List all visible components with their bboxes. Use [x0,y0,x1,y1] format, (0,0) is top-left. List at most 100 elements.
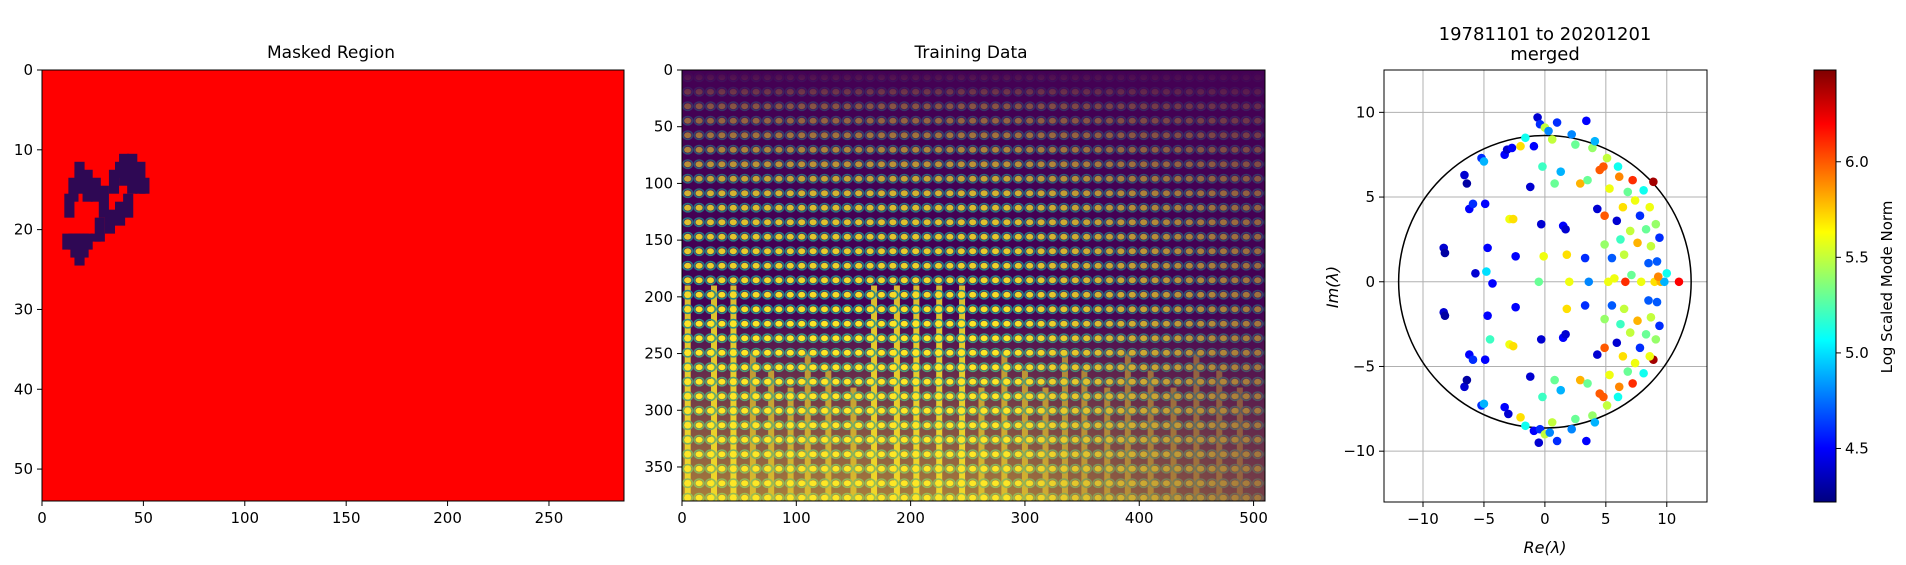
eigenvalue-point [1599,392,1608,402]
eigenvalue-point [1607,301,1617,310]
eigenvalue-point [1639,185,1648,195]
eigenvalue-point [1562,250,1572,259]
eigenvalue-point [1651,219,1661,229]
x-tick-label: 100 [230,509,259,527]
mask-cell [68,177,79,202]
eigenvalue-point [1610,274,1619,283]
eigenvalue-point [1550,179,1559,188]
scatter-frame [1383,69,1708,503]
mask-layer [62,153,150,266]
eigenvalue-point [1582,436,1591,446]
eigenvalue-point [1644,258,1653,268]
eigenvalue-point [1539,252,1548,261]
eigenvalue-point [1460,170,1469,180]
eigenvalue-point [1545,428,1555,437]
eigenvalue-point [1652,297,1662,307]
eigenvalue-point [1593,350,1602,359]
scatter-title: 19781101 to 20201201 [1439,24,1652,45]
eigenvalue-point [1567,130,1577,139]
eigenvalue-point [1646,313,1656,322]
mask-cell [62,233,73,250]
scatter-points [1439,113,1684,448]
eigenvalue-point [1628,175,1637,185]
y-tick-label: −10 [1343,442,1375,460]
y-tick-label: 50 [654,118,673,136]
eigenvalue-point [1612,216,1622,226]
eigenvalue-point [1612,338,1622,348]
y-tick-label: 0 [663,61,673,79]
eigenvalue-point [1504,409,1513,419]
eigenvalue-point [1488,279,1497,288]
eigenvalue-point [1605,370,1614,380]
colorbar-label: Log Scaled Mode Norm [1878,201,1896,374]
eigenvalue-point [1468,199,1478,209]
eigenvalue-point [1593,204,1602,214]
mask-cell [108,169,120,194]
eigenvalue-point [1652,257,1662,266]
eigenvalue-circle [1397,134,1692,429]
eigenvalue-point [1556,385,1566,395]
eigenvalue-point [1600,343,1609,353]
y-tick-label: 0 [23,61,33,79]
y-tick-label: 20 [14,221,33,239]
eigenvalue-point [1646,241,1656,251]
eigenvalue-point [1633,238,1642,248]
training-data-ticks: 0 100 200 300 400 500 0 50 100 150 200 250 300 350 [644,61,1268,527]
x-tick-label: 0 [677,509,687,527]
eigenvalue-point [1482,267,1491,276]
eigenvalue-point [1533,113,1542,122]
eigenvalue-point [1602,153,1612,163]
y-tick-label: 350 [644,458,673,476]
eigenvalue-point [1618,202,1628,212]
eigenvalue-point [1616,319,1625,329]
mask-cell [115,201,126,226]
eigenvalue-point [1641,329,1651,339]
eigenvalue-point [1508,214,1518,224]
colorbar-ticks: 4.5 5.0 5.5 6.0 [1836,153,1869,457]
eigenvalue-point [1619,250,1629,259]
eigenvalue-point [1628,379,1637,388]
colorbar: 4.5 5.0 5.5 6.0 Log Scaled Mode Norm [1813,69,1896,503]
y-tick-label: −5 [1353,357,1375,375]
x-tick-label: 250 [535,509,564,527]
eigenvalue-point [1521,421,1530,431]
mask-cell [64,193,75,218]
eigenvalue-point [1655,321,1664,331]
eigenvalue-point [1660,277,1669,287]
eigenvalue-point [1511,252,1520,261]
eigenvalue-point [1556,167,1566,176]
masked-region-frame [41,69,625,502]
eigenvalue-point [1636,277,1646,287]
eigenvalue-point [1462,375,1472,385]
eigenvalue-point [1567,424,1577,434]
eigenvalue-point [1600,240,1609,249]
eigenvalue-point [1480,355,1490,364]
eigenvalue-point [1653,272,1663,281]
eigenvalue-point [1536,335,1546,344]
x-tick-label: 150 [332,509,361,527]
eigenvalue-point [1639,368,1648,378]
eigenvalue-point [1583,379,1592,388]
training-data-frame [681,69,1266,502]
eigenvalue-point [1500,402,1509,412]
eigenvalue-point [1613,162,1623,171]
eigenvalue-point [1552,436,1562,446]
eigenvalue-point [1616,235,1625,244]
eigenvalue-point [1507,143,1517,153]
y-tick-label: 30 [14,300,33,318]
x-tick-label: 200 [433,509,462,527]
masked-region-panel: Masked Region 0 50 100 150 200 250 0 10 20 30 40 50 [14,43,625,527]
training-data-title: Training Data [913,43,1027,63]
training-data-right-fade-layer [682,70,1265,501]
eigenvalue-point [1607,253,1617,263]
eigenvalue-point [1623,187,1633,197]
eigenvalue-point [1552,118,1562,127]
scatter-ylabel: Im(λ) [1323,266,1342,308]
eigenvalue-point [1538,392,1547,402]
eigenvalue-point [1440,248,1450,258]
eigenvalue-point [1649,177,1658,187]
eigenvalue-point [1582,116,1591,126]
colorbar-tick-label: 5.0 [1845,344,1869,362]
x-tick-label: 0 [37,509,47,527]
x-tick-label: 500 [1239,509,1268,527]
